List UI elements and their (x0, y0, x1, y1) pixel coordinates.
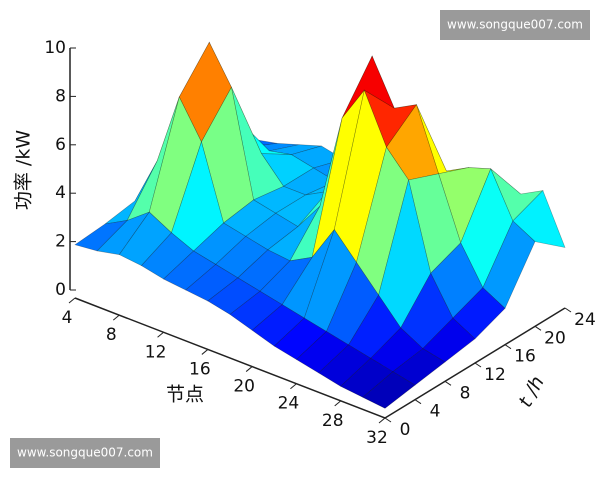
x-tick (157, 331, 164, 338)
x-tick-label: 8 (106, 325, 117, 345)
x-tick-label: 28 (322, 411, 344, 431)
x-tick-label: 12 (145, 342, 167, 362)
y-tick-label: 0 (400, 420, 411, 440)
z-axis-label: 功率 /kW (13, 130, 35, 210)
y-tick (564, 307, 572, 313)
x-tick-label: 4 (62, 308, 73, 328)
x-tick (334, 400, 342, 407)
x-tick (201, 349, 209, 355)
surface-patch (422, 317, 476, 363)
z-tick-label: 0 (55, 280, 66, 300)
y-tick-label: 20 (544, 328, 566, 348)
x-tick (112, 314, 120, 321)
x-tick-label: 16 (189, 359, 211, 379)
y-tick (534, 325, 542, 331)
y-tick-label: 8 (460, 383, 471, 403)
x-tick (378, 417, 386, 424)
x-tick-label: 20 (233, 377, 255, 397)
x-tick-label: 24 (278, 394, 300, 414)
surface-patch (362, 371, 416, 409)
y-tick-label: 16 (514, 347, 536, 367)
y-tick-label: 4 (430, 402, 441, 422)
x-tick (245, 366, 253, 372)
y-tick-label: 24 (574, 310, 596, 330)
x-tick-label: 32 (366, 428, 388, 448)
z-tick-label: 6 (55, 135, 66, 155)
watermark: www.songque007.com (447, 18, 583, 32)
surface-patch (392, 348, 446, 386)
z-tick-label: 2 (55, 232, 66, 252)
y-tick (414, 399, 422, 405)
watermark: www.songque007.com (17, 446, 153, 460)
x-axis-label: 节点 (166, 384, 204, 406)
y-tick (474, 362, 482, 368)
watermark-box (440, 10, 590, 40)
z-tick-label: 10 (44, 38, 66, 58)
y-axis-label: t /h (514, 373, 548, 412)
watermark-box (10, 438, 160, 468)
z-tick-label: 8 (55, 86, 66, 106)
y-tick (384, 417, 392, 423)
y-tick-label: 12 (484, 365, 506, 385)
x-tick (68, 297, 76, 304)
x-axis (74, 297, 386, 419)
x-tick (290, 383, 297, 390)
z-tick-label: 4 (55, 183, 66, 203)
y-tick (504, 344, 512, 350)
y-tick (444, 380, 452, 386)
